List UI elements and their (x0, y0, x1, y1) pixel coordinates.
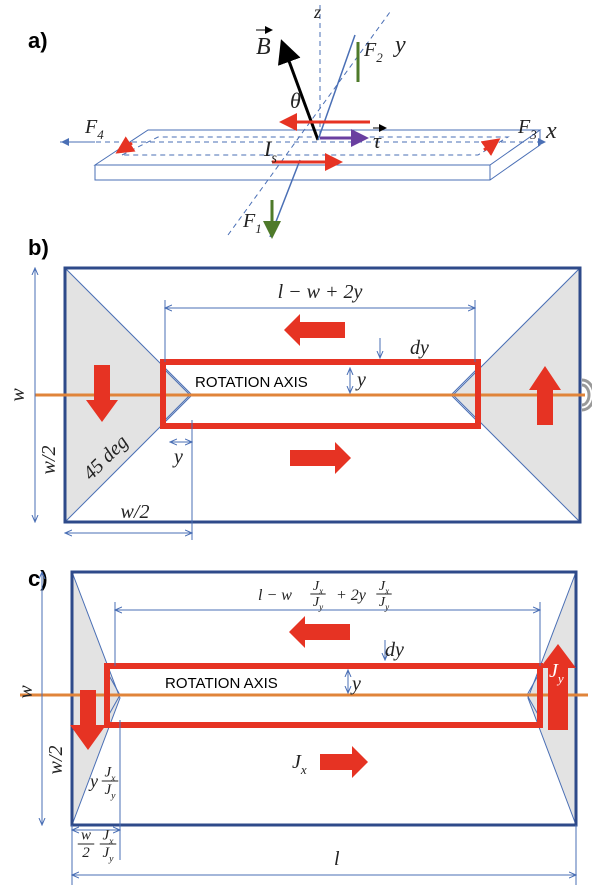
inner-loop (122, 137, 508, 155)
math-label: Jy (105, 782, 117, 802)
y-offset-label: y (172, 446, 183, 468)
math-label: F4 (84, 116, 104, 142)
math-label: Is (263, 136, 277, 167)
x-label: x (545, 118, 557, 144)
math-label: Jx (313, 579, 323, 596)
panel-a: a) B z y x θ τ (28, 2, 557, 237)
current-arrow (320, 746, 368, 778)
panel-c: c) dy ROTATION AXIS y w w/2 l (15, 566, 588, 885)
subscript: y (556, 671, 564, 686)
subscript: 2 (376, 50, 383, 65)
panel-label: c) (28, 566, 48, 591)
subscript: 1 (255, 221, 262, 236)
base: F (242, 210, 256, 232)
theta-label: θ (290, 88, 301, 113)
current-arrow (290, 442, 351, 474)
z-label: z (313, 2, 321, 22)
base: F (517, 116, 531, 138)
half-w-label: w/2 (45, 746, 67, 775)
math-label: Jy (379, 595, 390, 612)
f2-lever (318, 35, 355, 140)
subscript: y (318, 602, 324, 612)
panel-label: a) (28, 28, 48, 53)
math-label: + 2y (336, 587, 367, 604)
tau-label: τ (373, 128, 382, 153)
half-w-label: w/2 (121, 501, 150, 523)
math-label: F1 (242, 210, 262, 236)
math-label: Jx (379, 579, 389, 596)
current-arrow (284, 314, 345, 346)
math-label: y (88, 771, 98, 791)
subscript: y (108, 853, 114, 864)
subscript: y (384, 602, 390, 612)
subscript: 4 (97, 127, 104, 142)
b-label: B (256, 34, 271, 60)
axis-label: ROTATION AXIS (195, 374, 308, 391)
math-label: Jx (292, 751, 307, 777)
math-label: 2 (82, 845, 90, 861)
subscript: s (271, 151, 277, 167)
base: F (84, 116, 98, 138)
math-label: Jy (103, 845, 115, 865)
dy-label: dy (410, 337, 429, 359)
subscript: y (110, 790, 116, 801)
figure: a) B z y x θ τ b) l − w + 2y dy ROTATION… (0, 0, 592, 894)
subscript: x (300, 762, 307, 777)
y-label: y (350, 673, 361, 695)
panel-label: b) (28, 235, 49, 260)
length-label: l − w + 2y (278, 281, 363, 303)
l-label: l (334, 848, 340, 870)
subscript: 3 (529, 127, 537, 142)
axis-label: ROTATION AXIS (165, 675, 278, 692)
math-label: Jy (313, 595, 324, 612)
dy-label: dy (385, 639, 404, 661)
base: F (363, 39, 377, 61)
math-label: F3 (517, 116, 537, 142)
panel-b: b) l − w + 2y dy ROTATION AXIS y w w/2 4… (7, 235, 592, 540)
y-label: y (393, 32, 406, 58)
math-label: l − w (258, 587, 292, 604)
w-label: w (15, 685, 37, 699)
f1-lever (270, 160, 300, 237)
y-label: y (355, 369, 366, 391)
math-label: w (81, 828, 91, 844)
w-label: w (7, 388, 29, 402)
half-w-label: w/2 (38, 446, 60, 475)
current-arrow (289, 616, 350, 648)
math-label: F2 (363, 39, 383, 65)
